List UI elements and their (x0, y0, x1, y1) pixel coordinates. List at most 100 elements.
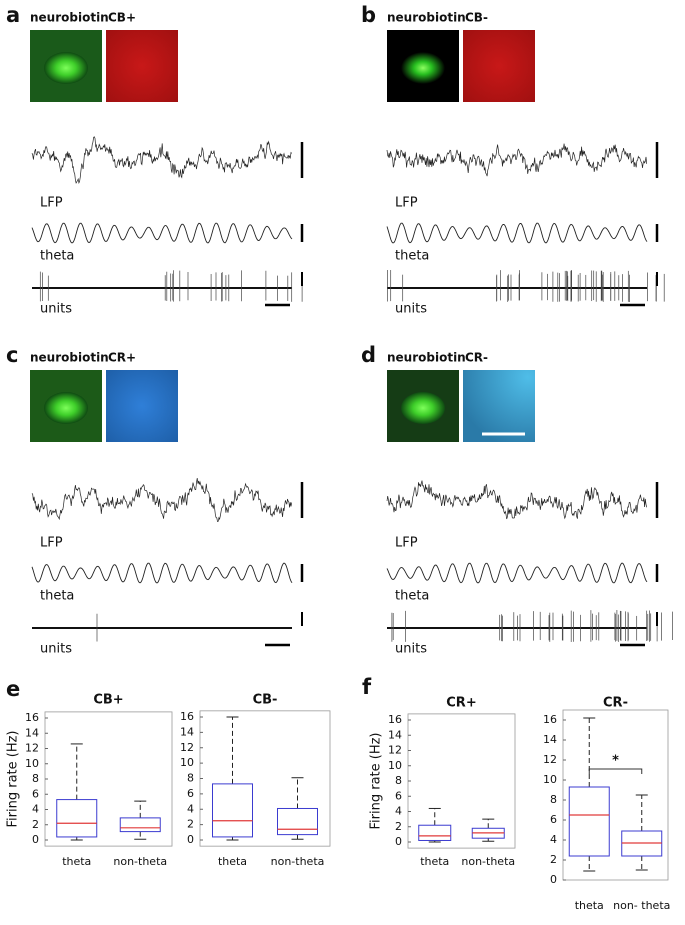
stain-label: CR+ (108, 351, 136, 365)
y-tick-label: 16 (543, 713, 557, 726)
y-tick-label: 16 (388, 713, 402, 726)
panel-label: f (362, 675, 372, 699)
trace-label: units (395, 302, 427, 317)
y-tick-label: 14 (543, 733, 557, 746)
panel: b neurobiotin CB- LFP theta units (361, 3, 665, 317)
y-tick-label: 0 (550, 873, 557, 886)
panel-label: d (361, 343, 376, 367)
panel-label: e (6, 677, 20, 701)
y-axis-label: Firing rate (Hz) (6, 730, 21, 827)
y-tick-label: 12 (25, 742, 39, 755)
trace-label: theta (395, 589, 429, 604)
trace-label: theta (40, 249, 74, 264)
y-tick-label: 8 (187, 772, 194, 785)
trace-label: theta (395, 249, 429, 264)
significance-mark: * (612, 754, 619, 769)
trace-label: theta (40, 589, 74, 604)
y-tick-label: 10 (388, 759, 402, 772)
x-tick-label: non- theta (613, 899, 670, 912)
box (119, 817, 161, 833)
y-tick-label: 14 (25, 726, 39, 739)
y-tick-label: 6 (395, 789, 402, 802)
panel-label: a (6, 3, 20, 27)
stain-label: neurobiotin (387, 351, 466, 365)
lfp-trace (386, 480, 648, 520)
box (418, 824, 452, 841)
panel: a neurobiotin CB+ LFP theta units (6, 3, 304, 317)
y-tick-label: 14 (180, 725, 194, 738)
y-tick-label: 2 (395, 820, 402, 833)
chart-title: CR+ (446, 696, 476, 711)
box (56, 799, 98, 838)
theta-trace (31, 562, 293, 584)
x-tick-label: non-theta (271, 855, 325, 868)
lfp-trace (386, 143, 648, 177)
x-tick-label: theta (218, 855, 247, 868)
stain-label: neurobiotin (30, 351, 109, 365)
lfp-trace (31, 477, 293, 523)
box (212, 783, 253, 838)
chart-title: CB+ (93, 693, 123, 708)
stain-image (463, 370, 535, 442)
lfp-trace (31, 136, 292, 185)
plot-area (44, 711, 173, 847)
y-tick-label: 0 (395, 835, 402, 848)
trace-label: units (40, 642, 72, 657)
y-tick-label: 14 (388, 728, 402, 741)
x-tick-label: non-theta (113, 855, 167, 868)
cell-body (401, 52, 445, 84)
y-tick-label: 4 (32, 803, 39, 816)
panel: c neurobiotin CR+ LFP theta units (6, 343, 304, 657)
theta-trace (31, 222, 293, 244)
cell-body (44, 52, 88, 84)
x-tick-label: theta (420, 855, 449, 868)
panel-label: c (6, 343, 18, 367)
x-tick-label: theta (575, 899, 604, 912)
box (568, 786, 610, 857)
stain-image (463, 30, 535, 102)
trace-label: LFP (40, 536, 63, 551)
plot-area (562, 709, 669, 881)
y-tick-label: 6 (187, 787, 194, 800)
stain-label: CB+ (108, 11, 136, 25)
trace-label: units (395, 642, 427, 657)
theta-trace (386, 222, 648, 244)
y-tick-label: 6 (550, 813, 557, 826)
panel-label: b (361, 3, 376, 27)
stain-image (106, 30, 178, 102)
y-tick-label: 2 (187, 818, 194, 831)
y-tick-label: 2 (550, 853, 557, 866)
y-tick-label: 12 (180, 741, 194, 754)
chart-title: CR- (603, 696, 628, 711)
y-tick-label: 6 (32, 787, 39, 800)
y-tick-label: 16 (180, 710, 194, 723)
stain-label: neurobiotin (30, 11, 109, 25)
panel: d neurobiotin CR- LFP theta units (361, 343, 673, 657)
y-tick-label: 4 (395, 805, 402, 818)
stain-image (106, 370, 178, 442)
cell-body (401, 392, 445, 424)
trace-label: LFP (395, 196, 418, 211)
y-tick-label: 8 (395, 774, 402, 787)
y-tick-label: 10 (25, 757, 39, 770)
y-tick-label: 12 (543, 753, 557, 766)
stain-label: CR- (465, 351, 488, 365)
plot-area (199, 710, 331, 847)
y-tick-label: 16 (25, 711, 39, 724)
theta-trace (386, 562, 648, 584)
trace-label: units (40, 302, 72, 317)
y-tick-label: 8 (550, 793, 557, 806)
box (277, 807, 318, 836)
y-tick-label: 4 (187, 802, 194, 815)
y-tick-label: 0 (187, 833, 194, 846)
trace-label: LFP (40, 196, 63, 211)
x-tick-label: non-theta (461, 855, 515, 868)
y-tick-label: 2 (32, 818, 39, 831)
cell-body (44, 392, 88, 424)
y-tick-label: 0 (32, 833, 39, 846)
y-tick-label: 4 (550, 833, 557, 846)
trace-label: LFP (395, 536, 418, 551)
significance-bracket (588, 768, 643, 774)
y-tick-label: 12 (388, 744, 402, 757)
